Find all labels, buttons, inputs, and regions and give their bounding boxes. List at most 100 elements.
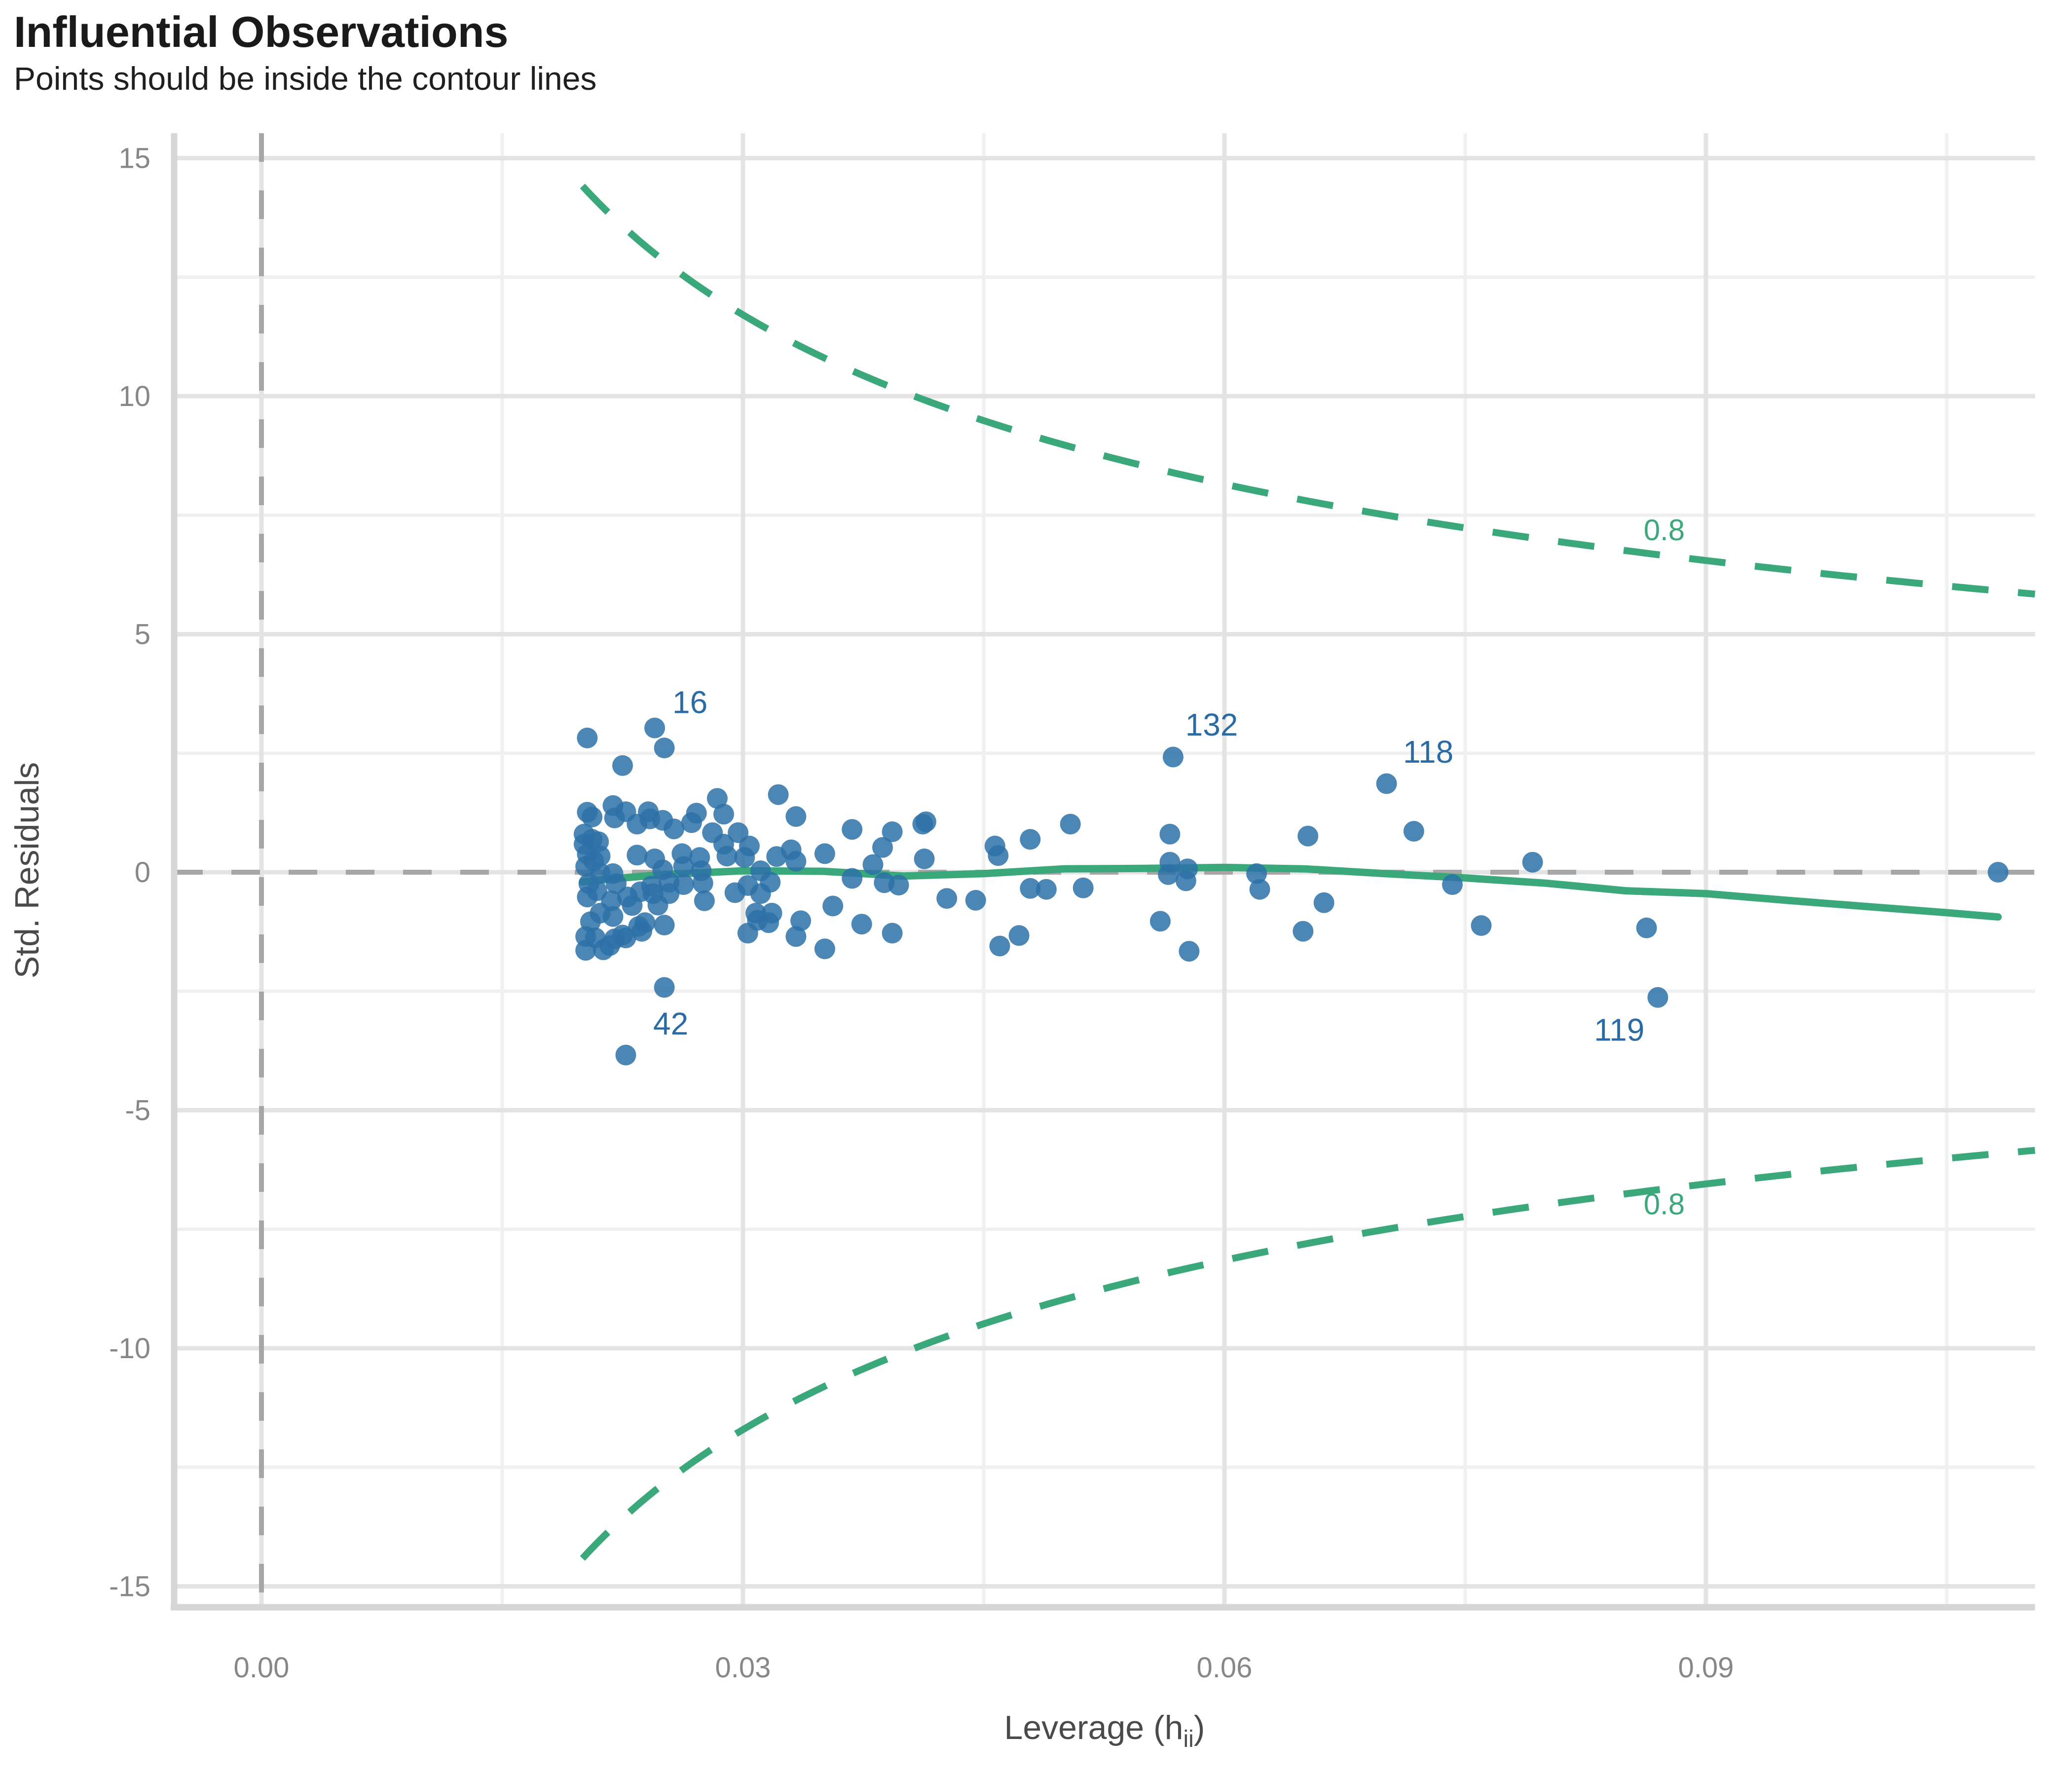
data-point (790, 910, 812, 931)
data-point (1036, 879, 1057, 900)
data-point (1313, 892, 1334, 913)
data-point (716, 846, 738, 867)
data-point (1522, 851, 1543, 873)
data-point (713, 804, 734, 825)
data-point (862, 854, 884, 875)
data-point (1246, 863, 1267, 884)
data-point (644, 717, 666, 739)
outlier-label-16: 16 (672, 685, 707, 720)
x-tick-label-0.06: 0.06 (1197, 1652, 1253, 1684)
y-tick-label-0: 0 (135, 856, 150, 888)
data-point (706, 788, 728, 809)
data-point (965, 889, 986, 911)
data-point (612, 925, 633, 946)
x-axis-title-subscript: ii (1183, 1726, 1193, 1752)
data-point (615, 1044, 636, 1066)
data-point (612, 755, 633, 776)
data-point (654, 915, 675, 936)
data-point (882, 923, 903, 944)
data-point (1177, 858, 1198, 880)
outlier-label-118: 118 (1403, 734, 1453, 770)
data-point (1376, 773, 1397, 794)
data-point (1008, 925, 1030, 946)
x-axis-title-text: Leverage (h (1004, 1709, 1184, 1746)
data-point (988, 845, 1009, 866)
y-tick-label--5: -5 (125, 1095, 150, 1127)
contour-label-top: 0.8 (1644, 514, 1685, 547)
data-point (652, 859, 673, 881)
data-point (1073, 877, 1094, 898)
data-point (1297, 825, 1319, 847)
y-tick-label-15: 15 (118, 143, 150, 175)
data-point (785, 926, 807, 947)
data-point (1636, 917, 1657, 938)
data-point (1293, 921, 1314, 942)
data-point (758, 912, 779, 933)
outlier-label-119: 119 (1594, 1012, 1644, 1047)
data-point (822, 895, 844, 917)
data-point (851, 914, 872, 935)
scatter-points (573, 717, 2009, 1066)
data-point (737, 923, 758, 944)
data-point (1988, 862, 2009, 883)
data-point (739, 835, 760, 856)
data-point (724, 882, 745, 903)
y-axis-title: Std. Residuals (8, 762, 46, 978)
data-point (1179, 941, 1200, 962)
x-axis-title: Leverage (hii) (1004, 1709, 1205, 1752)
data-point (1471, 915, 1492, 936)
data-point (1442, 874, 1463, 895)
data-point (842, 868, 863, 889)
contour-label-bottom: 0.8 (1644, 1188, 1685, 1221)
y-tick-label--10: -10 (109, 1332, 150, 1365)
data-point (1158, 864, 1179, 885)
point-labels: 16 42 132 118 119 0.8 0.8 (653, 514, 1685, 1221)
smooth-trend-path (579, 863, 2002, 921)
x-tick-label-0.03: 0.03 (715, 1652, 771, 1684)
data-point (631, 921, 652, 942)
x-tick-label-0.00: 0.00 (234, 1652, 290, 1684)
x-axis-title-close: ) (1194, 1709, 1205, 1746)
data-point (582, 807, 603, 828)
y-tick-label--15: -15 (109, 1571, 150, 1603)
data-point (1647, 987, 1668, 1008)
data-point (664, 818, 685, 840)
data-point (577, 727, 598, 748)
data-point (602, 906, 624, 927)
data-point (686, 803, 707, 824)
data-point (1020, 829, 1041, 850)
data-point (673, 874, 694, 895)
data-point (814, 938, 835, 960)
contour-line-bottom (580, 1147, 2035, 1561)
data-point (814, 843, 835, 864)
data-point (1249, 879, 1270, 900)
data-point (575, 940, 596, 961)
y-tick-label-5: 5 (135, 619, 150, 651)
contour-line-top (580, 184, 2035, 598)
data-point (842, 819, 863, 840)
data-point (989, 935, 1010, 957)
data-point (914, 849, 935, 869)
x-tick-label-0.09: 0.09 (1678, 1652, 1734, 1684)
data-point (627, 814, 648, 835)
axis-lines (171, 133, 2035, 1611)
cook-distance-contours (580, 184, 2035, 1561)
data-point (915, 811, 936, 832)
data-point (694, 890, 715, 911)
data-point (768, 784, 789, 805)
y-tick-label-10: 10 (118, 380, 150, 412)
data-point (888, 875, 909, 896)
data-point (1060, 814, 1081, 835)
data-point (1159, 823, 1181, 845)
smooth-trend-line (579, 863, 2002, 921)
data-point (627, 845, 648, 866)
data-point (1020, 878, 1041, 899)
outlier-label-42: 42 (653, 1006, 688, 1041)
data-point (882, 821, 903, 842)
data-point (654, 738, 675, 759)
data-point (1403, 821, 1424, 842)
chart-subtitle: Points should be inside the contour line… (14, 60, 596, 97)
data-point (601, 890, 622, 911)
